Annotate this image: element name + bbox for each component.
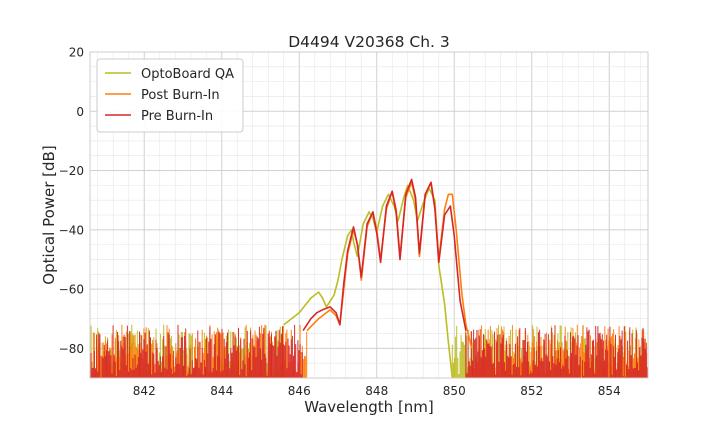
noise-floor bbox=[89, 324, 649, 378]
y-tick-label: −20 bbox=[59, 164, 84, 178]
x-tick-label: 844 bbox=[210, 384, 233, 398]
tick-labels: 842 844 846 848 850 852 854 20 0 −20 −40 −60 −80 bbox=[59, 46, 621, 399]
y-tick-label: −40 bbox=[59, 223, 84, 237]
y-tick-label: −80 bbox=[59, 342, 84, 356]
x-tick-label: 842 bbox=[133, 384, 156, 398]
x-tick-label: 854 bbox=[598, 384, 621, 398]
legend-label-0: OptoBoard QA bbox=[141, 67, 234, 82]
y-tick-label: −60 bbox=[59, 283, 84, 297]
legend-box bbox=[96, 58, 244, 133]
y-tick-label: 20 bbox=[69, 46, 84, 60]
chart-title: D4494 V20368 Ch. 3 bbox=[288, 33, 450, 51]
x-tick-label: 850 bbox=[443, 384, 466, 398]
x-tick-label: 846 bbox=[288, 384, 311, 398]
legend: OptoBoard QA Post Burn-In Pre Burn-In bbox=[96, 58, 244, 133]
legend-label-1: Post Burn-In bbox=[141, 88, 220, 103]
series-line-2 bbox=[302, 178, 467, 332]
x-tick-label: 848 bbox=[365, 384, 388, 398]
series-line-0 bbox=[283, 184, 454, 379]
series-lines bbox=[283, 178, 473, 379]
legend-label-2: Pre Burn-In bbox=[141, 109, 213, 124]
y-tick-label: 0 bbox=[76, 105, 84, 119]
x-tick-label: 852 bbox=[520, 384, 543, 398]
plot-frame bbox=[89, 51, 649, 379]
noise-floor-right-2 bbox=[465, 325, 648, 378]
y-axis-label: Optical Power [dB] bbox=[40, 145, 58, 284]
x-axis-label: Wavelength [nm] bbox=[304, 398, 434, 416]
